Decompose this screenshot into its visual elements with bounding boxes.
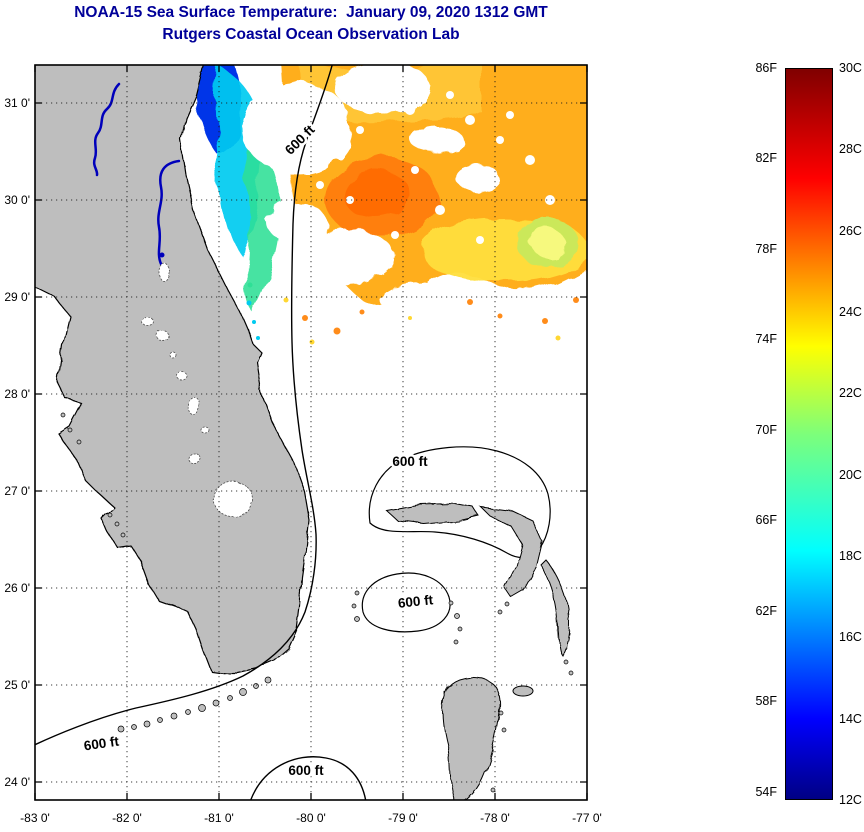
x-tick-label: -77 0' — [572, 811, 602, 825]
x-tick-label: -78 0' — [480, 811, 510, 825]
land-layer — [35, 65, 310, 733]
andros-island — [442, 677, 501, 800]
y-axis: 31 0' 30 0' 29 0' 28 0' 27 0' 26 0' 25 0… — [4, 96, 30, 789]
sst-speckles — [244, 282, 579, 347]
sst-warm-core-inner — [344, 172, 412, 220]
colorbar-c-label: 14C — [839, 712, 862, 726]
gulf-coast-islets — [60, 412, 126, 538]
sst-layer — [194, 65, 587, 347]
grid — [36, 66, 586, 799]
sst-map: 600 ft 600 ft 600 ft 600 ft 600 ft -83 0… — [4, 64, 602, 825]
y-tick-label: 29 0' — [4, 290, 30, 304]
bahama-islets — [351, 590, 574, 793]
colorbar-c-label: 24C — [839, 305, 862, 319]
bahamas-layer — [351, 446, 574, 800]
colorbar-f-label: 70F — [755, 423, 777, 437]
st-johns-river-lake — [159, 252, 165, 258]
x-tick-label: -81 0' — [204, 811, 234, 825]
colorbar-c-label: 18C — [839, 549, 862, 563]
y-tick-label: 26 0' — [4, 581, 30, 595]
colorbar-c-label: 28C — [839, 142, 862, 156]
y-tick-label: 25 0' — [4, 678, 30, 692]
lake-okeechobee — [213, 480, 253, 518]
colorbar-c-label: 30C — [839, 61, 862, 75]
contour-label: 600 ft — [392, 454, 428, 469]
y-tick-label: 24 0' — [4, 775, 30, 789]
page-title: NOAA-15 Sea Surface Temperature: January… — [74, 4, 548, 21]
st-johns-river — [157, 159, 181, 272]
eleuthera-island — [540, 559, 570, 656]
colorbar-f-label: 62F — [755, 604, 777, 618]
colorbar-f-label: 74F — [755, 332, 777, 346]
colorbar-c-label: 12C — [839, 793, 862, 807]
y-tick-label: 28 0' — [4, 387, 30, 401]
colorbar-c-label: 26C — [839, 224, 862, 238]
cloud-gaps — [242, 65, 558, 320]
colorbar-f-label: 86F — [755, 61, 777, 75]
florida-keys — [117, 676, 272, 733]
cay-sal-contour-600ft — [250, 756, 367, 800]
sst-cool-eddy-core — [531, 229, 565, 257]
figure-header: NOAA-15 Sea Surface Temperature: January… — [0, 4, 622, 44]
contour-label: 600 ft — [288, 763, 324, 778]
x-tick-label: -80 0' — [296, 811, 326, 825]
colorbar-c-label: 22C — [839, 386, 862, 400]
great-abaco-island — [479, 506, 543, 598]
colorbar-f-label: 58F — [755, 694, 777, 708]
x-tick-label: -83 0' — [20, 811, 50, 825]
colorbar-f-label: 78F — [755, 242, 777, 256]
bathymetry-contours — [35, 65, 367, 800]
great-bahama-bank-outline — [361, 572, 451, 633]
colorbar-c-label: 16C — [839, 630, 862, 644]
colorbar-f-label: 66F — [755, 513, 777, 527]
x-tick-label: -79 0' — [388, 811, 418, 825]
axis-ticks — [34, 65, 588, 800]
new-providence-island — [512, 685, 534, 697]
x-axis: -83 0' -82 0' -81 0' -80 0' -79 0' -78 0… — [20, 811, 602, 825]
colorbar-f-label: 54F — [755, 785, 777, 799]
x-tick-label: -82 0' — [112, 811, 142, 825]
suwannee-river — [92, 82, 121, 177]
colorbar-c-label: 20C — [839, 468, 862, 482]
sst-cold-green — [246, 130, 282, 314]
y-tick-label: 27 0' — [4, 484, 30, 498]
page-subtitle: Rutgers Coastal Ocean Observation Lab — [162, 26, 460, 43]
inland-lakes — [141, 262, 210, 464]
colorbar-f-label: 82F — [755, 151, 777, 165]
little-bahama-bank-outline — [368, 446, 551, 559]
colorbar-gradient — [785, 68, 833, 800]
shelf-contour-600ft — [35, 65, 333, 746]
florida-landmass — [35, 65, 310, 674]
contour-label: 600 ft — [397, 592, 434, 611]
grand-bahama-island — [385, 503, 480, 525]
y-tick-label: 30 0' — [4, 193, 30, 207]
y-tick-label: 31 0' — [4, 96, 30, 110]
